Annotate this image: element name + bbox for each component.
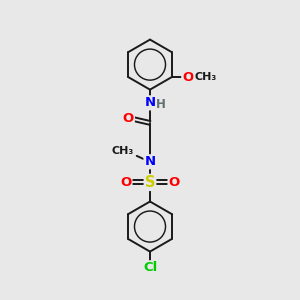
Text: S: S xyxy=(145,175,155,190)
Text: O: O xyxy=(123,112,134,125)
Text: O: O xyxy=(182,70,194,84)
Text: Cl: Cl xyxy=(143,261,157,274)
Text: CH₃: CH₃ xyxy=(194,72,217,82)
Text: CH₃: CH₃ xyxy=(112,146,134,157)
Text: N: N xyxy=(144,155,156,168)
Text: O: O xyxy=(169,176,180,189)
Text: H: H xyxy=(156,98,166,111)
Text: O: O xyxy=(120,176,131,189)
Text: N: N xyxy=(144,96,156,110)
